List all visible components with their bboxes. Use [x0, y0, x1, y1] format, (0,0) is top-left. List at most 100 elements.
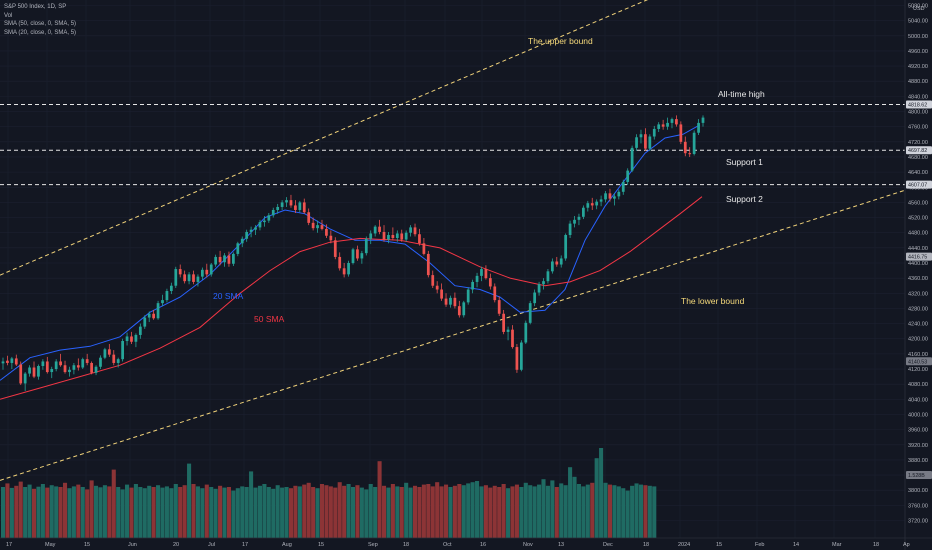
volume-bar	[71, 486, 76, 538]
volume-bar	[390, 484, 395, 538]
volume-bar	[102, 485, 107, 538]
upper-bound-label: The upper bound	[528, 36, 593, 46]
time-tick: Ap	[903, 542, 910, 548]
candle-body	[1, 361, 5, 364]
candle-body	[45, 361, 49, 373]
upper-bound-line	[0, 0, 649, 276]
price-tick: 4160.00	[908, 352, 928, 358]
candle-body	[329, 235, 333, 241]
volume-bar	[328, 486, 333, 538]
volume-bar	[89, 480, 94, 538]
price-tag-support1	[906, 146, 932, 155]
candle-body	[621, 181, 625, 192]
price-tag-text-support1: 4697.82	[908, 148, 927, 154]
volume-bar	[213, 488, 218, 538]
volume-bar	[475, 481, 480, 538]
candle-body	[462, 302, 466, 316]
lower-bound-label: The lower bound	[681, 296, 745, 306]
candle-body	[161, 300, 164, 304]
volume-bar	[359, 487, 364, 538]
time-tick: Jul	[208, 542, 215, 548]
volume-bar	[621, 488, 626, 538]
candle-body	[466, 289, 470, 303]
volume-bar	[594, 458, 599, 538]
volume-bar	[164, 486, 169, 538]
legend-vol[interactable]: Vol	[4, 12, 13, 19]
volume-bars	[0, 448, 657, 538]
candle-body	[37, 366, 40, 377]
volume-bar	[271, 488, 276, 538]
volume-bar	[151, 487, 156, 538]
candle-body	[183, 274, 187, 282]
volume-bar	[275, 485, 280, 538]
volume-bar	[138, 487, 143, 538]
trend-channels	[0, 0, 932, 481]
price-tick: 4400.00	[908, 261, 928, 267]
price-tag-volume-value	[906, 471, 932, 480]
volume-bar	[519, 487, 524, 538]
time-tick: 17	[6, 542, 12, 548]
volume-bar	[444, 484, 449, 538]
price-tick: 4760.00	[908, 125, 928, 131]
time-tick: 17	[242, 542, 248, 548]
volume-bar	[492, 485, 497, 538]
volume-bar	[23, 487, 28, 538]
candle-body	[116, 359, 120, 363]
candle-body	[391, 234, 395, 239]
candle-body	[493, 286, 497, 301]
candle-body	[165, 291, 169, 301]
candle-body	[209, 264, 213, 275]
price-axis-bg	[905, 0, 932, 550]
candle-body	[285, 200, 288, 203]
price-tick: 3720.00	[908, 519, 928, 525]
price-tag-text-current: 4416.75	[908, 255, 927, 261]
volume-bar	[590, 482, 595, 538]
volume-bar	[470, 482, 475, 538]
legend-sma20[interactable]: SMA (20, close, 0, SMA, 5)	[4, 29, 77, 36]
volume-bar	[266, 487, 271, 538]
volume-bar	[54, 486, 59, 538]
price-tick: 4320.00	[908, 291, 928, 297]
price-tick: 4280.00	[908, 306, 928, 312]
volume-bar	[297, 486, 302, 538]
candle-body	[582, 207, 585, 217]
volume-bar	[373, 487, 378, 538]
volume-bar	[612, 485, 617, 538]
sma50-line	[0, 196, 703, 400]
candle-body	[533, 292, 537, 304]
time-tick: 15	[716, 542, 722, 548]
volume-bar	[501, 484, 506, 538]
candle-body	[692, 132, 696, 154]
volume-bar	[173, 484, 178, 538]
price-tick: 4240.00	[908, 322, 928, 328]
candle-body	[506, 329, 510, 332]
time-tick: 15	[318, 542, 324, 548]
candle-body	[23, 373, 27, 384]
volume-bar	[98, 487, 103, 538]
time-tick: 13	[558, 542, 564, 548]
time-tick: 18	[403, 542, 409, 548]
price-tick: 4680.00	[908, 155, 928, 161]
volume-bar	[133, 484, 138, 538]
candle-body	[271, 209, 275, 216]
volume-bar	[652, 486, 657, 538]
candle-body	[387, 234, 390, 240]
currency-label: USD	[913, 6, 925, 12]
candle-body	[254, 227, 257, 230]
price-tick: 4200.00	[908, 337, 928, 343]
volume-bar	[226, 487, 231, 538]
volume-bar	[244, 487, 249, 538]
candle-body	[134, 334, 138, 342]
volume-bar	[616, 486, 621, 538]
legend-sma50[interactable]: SMA (50, close, 0, SMA, 5)	[4, 21, 77, 27]
volume-bar	[377, 461, 382, 538]
volume-bar	[333, 487, 338, 538]
candle-body	[152, 313, 156, 319]
candle-body	[214, 256, 218, 265]
volume-bar	[142, 488, 147, 538]
candle-body	[276, 206, 280, 210]
candle-body	[320, 225, 324, 229]
volume-bar	[0, 487, 6, 538]
legend-title[interactable]: S&P 500 Index, 1D, SP	[4, 4, 67, 10]
